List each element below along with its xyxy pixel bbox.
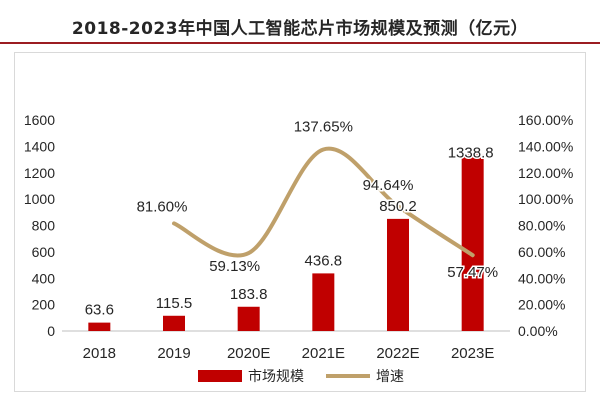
bar-value-label: 436.8 — [305, 252, 343, 269]
y-left-tick-label: 1200 — [24, 165, 55, 181]
legend-label-growth: 增速 — [376, 369, 404, 385]
bar-market-size — [88, 322, 111, 331]
bar-value-label: 115.5 — [156, 295, 192, 312]
chart-title: 2018-2023年中国人工智能芯片市场规模及预测（亿元） — [71, 19, 529, 39]
y-left-tick-label: 1400 — [24, 138, 55, 154]
y-right-tick-label: 20.00% — [518, 297, 565, 313]
y-right-tick-label: 100.00% — [518, 191, 573, 207]
x-tick-label: 2023E — [451, 345, 494, 362]
bar-value-label: 850.2 — [379, 198, 417, 215]
x-tick-label: 2019 — [157, 345, 190, 362]
bar-value-label: 63.6 — [85, 302, 114, 319]
y-left-tick-label: 0 — [47, 323, 55, 339]
growth-line — [172, 146, 475, 258]
y-right-tick-label: 80.00% — [518, 218, 565, 234]
y-left-tick-label: 1600 — [24, 112, 55, 128]
growth-value-label: 81.60% — [137, 198, 188, 215]
title-rule — [0, 42, 600, 44]
x-tick-label: 2022E — [376, 345, 419, 362]
growth-value-label: 137.65% — [294, 118, 353, 135]
bar-value-label: 1338.8 — [448, 144, 494, 161]
y-right-tick-label: 60.00% — [518, 244, 565, 260]
y-left-tick-label: 400 — [32, 270, 56, 286]
growth-value-label: 59.13% — [209, 258, 260, 275]
x-tick-label: 2020E — [227, 345, 270, 362]
y-left-tick-label: 800 — [32, 218, 56, 234]
legend-label-market-size: 市场规模 — [248, 368, 304, 385]
bar-market-size — [312, 273, 335, 331]
y-right-tick-label: 140.00% — [518, 138, 573, 154]
y-right-tick-label: 40.00% — [518, 270, 565, 286]
bar-market-size — [163, 315, 185, 331]
y-right-tick-label: 120.00% — [518, 165, 573, 181]
bar-market-size — [237, 306, 260, 331]
x-tick-label: 2018 — [83, 345, 116, 362]
growth-value-label: 57.47% — [447, 264, 498, 281]
x-tick-label: 2021E — [302, 345, 345, 362]
y-left-tick-label: 200 — [32, 297, 56, 313]
bar-market-size — [387, 218, 409, 331]
y-left-tick-label: 600 — [32, 244, 56, 260]
y-right-tick-label: 0.00% — [518, 323, 558, 339]
y-right-tick-label: 160.00% — [518, 112, 573, 128]
legend-swatch-market-size — [198, 370, 242, 382]
bar-market-size — [461, 154, 484, 331]
y-left-tick-label: 1000 — [24, 191, 55, 207]
chart-frame — [14, 52, 586, 392]
bar-value-label: 183.8 — [230, 286, 268, 303]
growth-value-label: 94.64% — [363, 177, 414, 194]
